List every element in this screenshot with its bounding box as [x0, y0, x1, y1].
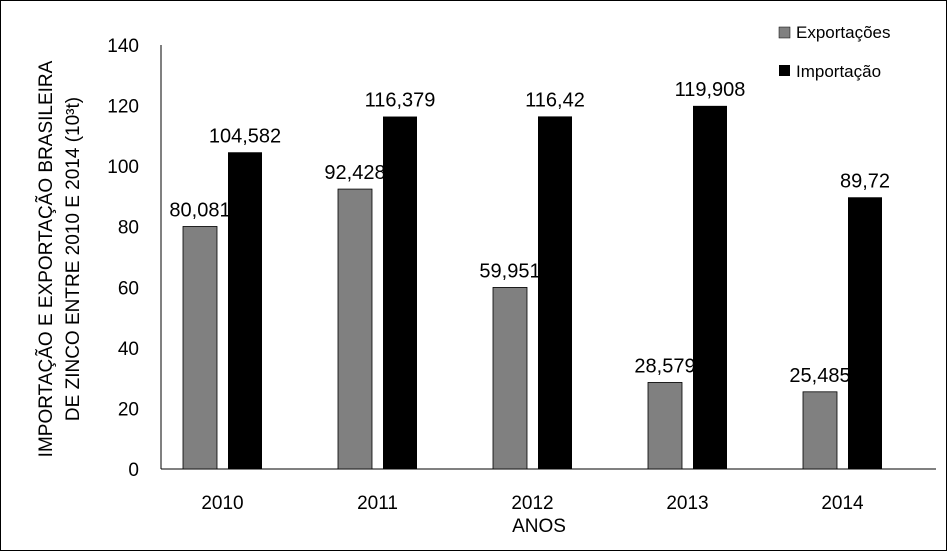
y-axis-title: IMPORTAÇÃO E EXPORTAÇÃO BRASILEIRA DE ZI… — [35, 60, 84, 457]
y-tick-label: 60 — [118, 278, 139, 299]
bar-exportacoes-2010 — [182, 226, 218, 470]
bar-importacao-2014 — [848, 197, 882, 470]
data-label-exportacoes-2011: 92,428 — [324, 162, 385, 184]
data-label-exportacoes-2013: 28,579 — [634, 355, 695, 377]
x-tick-label: 2010 — [201, 493, 243, 514]
legend-swatch-exportacoes — [778, 26, 791, 39]
y-tick-label: 40 — [118, 339, 139, 360]
y-axis-title-line-2: DE ZINCO ENTRE 2010 E 2014 (10³t) — [63, 97, 84, 421]
bar-importacao-2011 — [383, 116, 417, 469]
x-axis-ticks: 2010 2011 2012 2013 2014 — [201, 493, 864, 514]
y-tick-label: 80 — [118, 218, 139, 239]
bar-exportacoes-2012 — [492, 287, 528, 470]
x-tick-label: 2013 — [666, 493, 708, 514]
data-label-importacao-2010: 104,582 — [209, 125, 281, 147]
bar-importacao-2013 — [693, 105, 727, 469]
data-label-importacao-2011: 116,379 — [365, 90, 436, 112]
legend-label-importacao: Importação — [796, 62, 881, 81]
y-tick-label: 140 — [107, 36, 139, 57]
x-tick-label: 2012 — [511, 493, 553, 514]
y-tick-label: 100 — [107, 157, 139, 178]
x-tick-label: 2011 — [357, 493, 398, 514]
y-axis-title-line-1: IMPORTAÇÃO E EXPORTAÇÃO BRASILEIRA — [35, 60, 57, 457]
y-tick-label: 120 — [107, 97, 139, 118]
y-axis-ticks: 0 20 40 60 80 100 120 140 — [107, 36, 139, 481]
bar-importacao-2012 — [538, 116, 572, 470]
bar-exportacoes-2014 — [802, 391, 838, 470]
data-label-importacao-2014: 89,72 — [840, 170, 890, 192]
data-label-importacao-2013: 119,908 — [675, 79, 746, 101]
data-label-importacao-2012: 116,42 — [525, 89, 585, 111]
data-label-exportacoes-2014: 25,485 — [789, 365, 850, 387]
bar-series — [182, 105, 882, 470]
legend-label-exportacoes: Exportações — [796, 23, 891, 42]
bar-exportacoes-2013 — [647, 382, 683, 470]
data-label-exportacoes-2012: 59,951 — [479, 260, 540, 282]
y-tick-label: 20 — [118, 399, 139, 420]
data-label-exportacoes-2010: 80,081 — [169, 199, 230, 221]
bar-importacao-2010 — [228, 152, 262, 470]
y-tick-label: 0 — [128, 460, 139, 481]
legend-swatch-importacao — [779, 65, 790, 76]
data-labels: 80,081 104,582 92,428 116,379 59,951 116,42 28… — [169, 79, 890, 387]
x-axis-title: ANOS — [512, 516, 566, 537]
legend: Exportações Importação — [778, 23, 891, 81]
x-tick-label: 2014 — [821, 493, 864, 514]
bar-exportacoes-2011 — [337, 188, 373, 470]
